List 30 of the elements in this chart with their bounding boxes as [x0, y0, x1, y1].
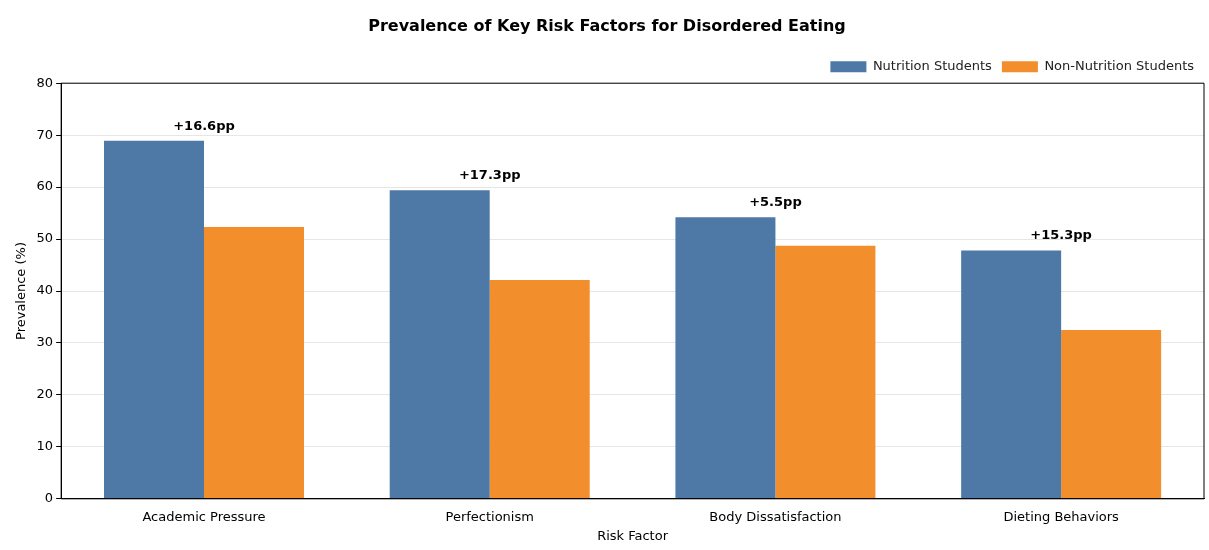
y-axis-title: Prevalence (%)	[13, 242, 29, 340]
x-tick-label: Perfectionism	[445, 508, 534, 524]
bar	[775, 245, 876, 499]
x-tick-label: Body Dissatisfaction	[709, 508, 842, 524]
y-tick-label: 0	[44, 490, 54, 506]
bar	[1061, 329, 1162, 499]
annotation: +17.3pp	[458, 167, 521, 183]
y-tick-label: 70	[36, 126, 54, 142]
bar	[104, 140, 204, 499]
bar	[675, 217, 776, 499]
y-tick-label: 10	[36, 438, 54, 454]
annotation: +16.6pp	[173, 117, 235, 133]
y-tick-label: 60	[36, 178, 54, 194]
y-tick-label: 80	[36, 74, 54, 90]
annotation: +15.3pp	[1030, 227, 1092, 243]
legend-label: Nutrition Students	[872, 58, 993, 74]
x-tick-label: Academic Pressure	[142, 508, 266, 524]
bar	[961, 250, 1062, 499]
legend-label: Non-Nutrition Students	[1044, 58, 1195, 74]
chart-title: Prevalence of Key Risk Factors for Disordered Eating	[368, 15, 846, 35]
y-tick-label: 20	[36, 386, 54, 402]
y-tick-label: 30	[36, 334, 54, 350]
y-tick-label: 40	[36, 282, 54, 298]
bar	[389, 190, 490, 499]
x-axis-title: Risk Factor	[597, 527, 669, 543]
x-tick-label: Dieting Behaviors	[1003, 508, 1120, 524]
y-tick-label: 50	[36, 230, 54, 246]
annotation: +5.5pp	[749, 194, 802, 210]
bar	[204, 227, 304, 499]
bar	[489, 280, 590, 499]
